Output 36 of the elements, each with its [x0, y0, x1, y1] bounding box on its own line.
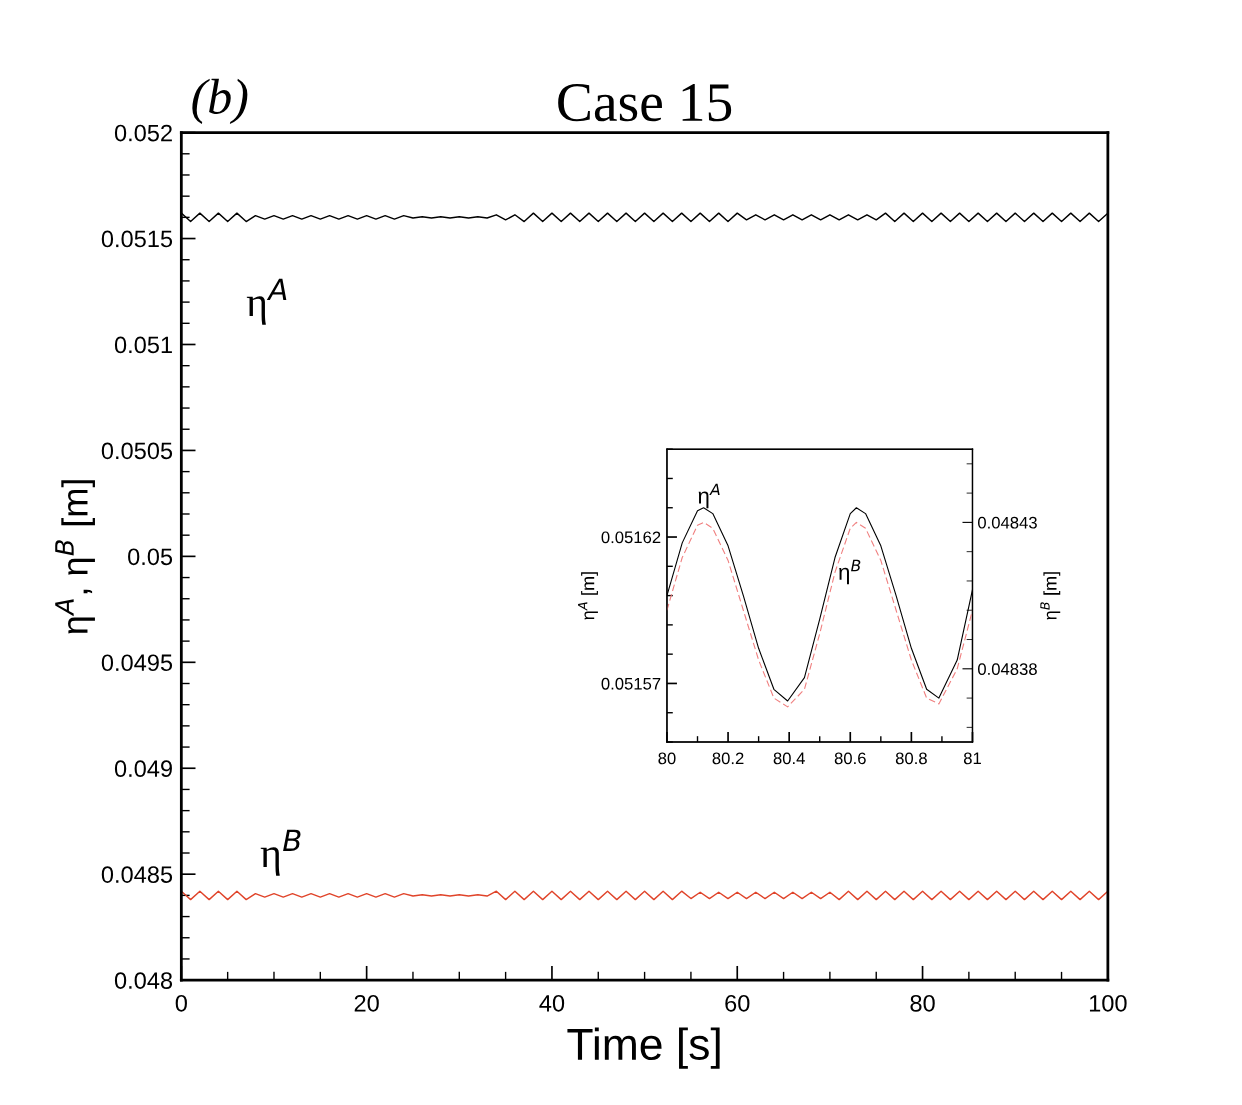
y-tick-label: 0.0485	[101, 866, 173, 883]
annotation: η$^{A}$	[246, 278, 287, 325]
y2-tick-label: 0.04838	[978, 663, 1037, 675]
x-tick-label: 80.6	[834, 752, 866, 765]
y-tick-label: 0.0515	[101, 230, 173, 248]
y-axis-title: η$^{A}$ [m]	[578, 572, 598, 620]
chart-title: Case 15	[558, 83, 732, 122]
y-tick-label: 0.05162	[601, 531, 661, 544]
y-tick-label: 0.052	[114, 124, 172, 142]
y-tick-label: 0.048	[114, 972, 173, 989]
y-tick-label: 0.0495	[101, 654, 173, 672]
y-axis-title: η$^{A}$, η$^{B}$ [m]	[55, 480, 95, 634]
x-tick-label: 60	[725, 994, 750, 1012]
line-series	[181, 890, 1108, 901]
x-tick-label: 81	[963, 752, 981, 765]
y-tick-label: 0.051	[114, 336, 172, 354]
y2-tick-label: 0.04843	[978, 516, 1037, 529]
x-tick-label: 80	[910, 994, 935, 1012]
annotation: η$^{B}$	[260, 829, 301, 876]
x-axis-title: Time [s]	[567, 1027, 720, 1069]
x-tick-label: 80	[658, 752, 676, 765]
x-tick-label: 100	[1089, 994, 1127, 1012]
x-tick-label: 80.2	[712, 752, 744, 765]
x-tick-label: 40	[539, 994, 565, 1012]
x-tick-label: 80.4	[773, 752, 805, 765]
x-tick-label: 80.8	[895, 752, 927, 765]
y-tick-label: 0.0505	[101, 442, 173, 460]
y2-axis-title: η$^{B}$ [m]	[1040, 572, 1061, 620]
text: (b)	[192, 78, 248, 125]
annotation: η$^{B}$	[839, 559, 861, 585]
y-tick-label: 0.049	[114, 760, 172, 778]
x-tick-label: 0	[175, 994, 187, 1012]
annotation: η$^{A}$	[698, 483, 720, 509]
x-tick-label: 20	[354, 994, 379, 1012]
y-tick-label: 0.05157	[601, 677, 661, 690]
y-tick-label: 0.05	[128, 548, 173, 566]
